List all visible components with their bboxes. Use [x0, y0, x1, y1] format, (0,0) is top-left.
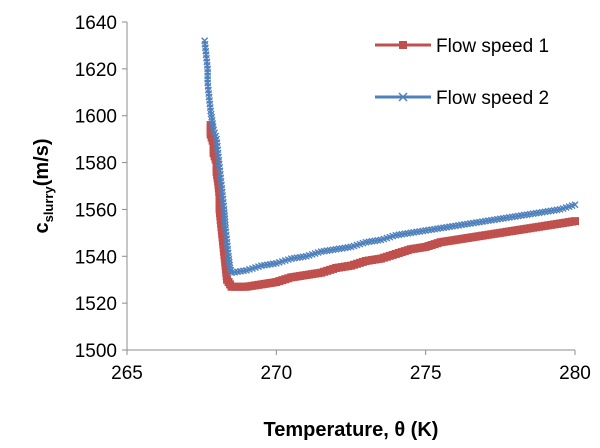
legend-item-flow-speed-1: Flow speed 1: [375, 36, 549, 57]
data-point: [571, 217, 579, 226]
y-tick-label: 1620: [75, 60, 117, 81]
legend: Flow speed 1 Flow speed 2: [375, 36, 549, 109]
x-axis-title: Temperature, θ (K): [264, 419, 439, 441]
series-layer: [201, 37, 579, 291]
x-tick-label: 265: [111, 363, 143, 384]
y-ticks: 1500 1520 1540 1560 1580 1600 1620 1640: [75, 13, 127, 362]
y-axis-title-sub: slurry: [41, 186, 56, 223]
x-tick-label: 275: [410, 363, 442, 384]
y-axis-title-unit: (m/s): [31, 138, 53, 186]
series-1: [206, 121, 579, 291]
y-tick-label: 1580: [75, 154, 117, 175]
legend-item-flow-speed-2: Flow speed 2: [375, 88, 549, 109]
x-ticks: 265 270 275 280: [111, 350, 591, 384]
y-tick-label: 1500: [75, 341, 117, 362]
y-tick-label: 1520: [75, 294, 117, 315]
series-2: [201, 37, 579, 277]
legend-label-flow-speed-2: Flow speed 2: [436, 88, 549, 109]
y-tick-label: 1540: [75, 247, 117, 268]
legend-marker-x-icon: [398, 92, 408, 102]
y-tick-label: 1640: [75, 13, 117, 34]
data-point: [571, 201, 579, 209]
legend-label-flow-speed-1: Flow speed 1: [436, 36, 549, 57]
y-axis-title-main: c: [31, 222, 53, 233]
x-tick-label: 280: [559, 363, 591, 384]
x-tick-label: 270: [260, 363, 292, 384]
y-tick-label: 1600: [75, 107, 117, 128]
y-tick-label: 1560: [75, 200, 117, 221]
y-axis-title: cslurry(m/s): [31, 138, 56, 233]
legend-marker-square-icon: [399, 41, 407, 49]
